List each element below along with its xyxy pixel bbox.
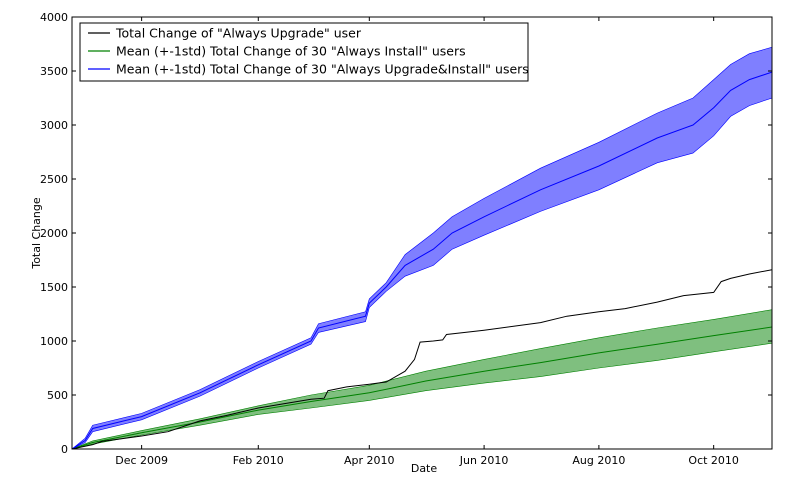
- series-2-mean-line: [72, 71, 772, 449]
- series-2-std-band: [72, 46, 772, 449]
- x-axis: Dec 2009 Feb 2010 Apr 2010 Jun 2010 Aug 2010…: [115, 17, 739, 467]
- legend: Total Change of "Always Upgrade" user Mea…: [79, 22, 529, 82]
- y-tick-label: 500: [47, 389, 68, 402]
- legend-box: [79, 22, 529, 82]
- legend-label-1: Mean (+-1std) Total Change of 30 "Always…: [116, 44, 466, 59]
- y-tick-label: 1000: [40, 335, 68, 348]
- y-tick-label: 2500: [40, 173, 68, 186]
- x-tick-label: Apr 2010: [344, 454, 395, 467]
- x-axis-label: Date: [411, 462, 438, 475]
- x-tick-label: Jun 2010: [459, 454, 509, 467]
- legend-label-2: Mean (+-1std) Total Change of 30 "Always…: [116, 62, 529, 77]
- series-0-line: [72, 269, 772, 449]
- legend-label-0: Total Change of "Always Upgrade" user: [115, 26, 362, 41]
- y-tick-label: 0: [61, 443, 68, 456]
- y-tick-label: 3000: [40, 119, 68, 132]
- x-tick-label: Oct 2010: [688, 454, 739, 467]
- series-1-std-band: [72, 309, 772, 449]
- y-tick-label: 3500: [40, 65, 68, 78]
- x-tick-label: Feb 2010: [233, 454, 284, 467]
- y-tick-label: 2000: [40, 227, 68, 240]
- y-axis-label: Total Change: [30, 197, 43, 270]
- x-tick-label: Dec 2009: [115, 454, 168, 467]
- y-axis: 0 500 1000 1500 2000 2500 3000 3500 4000: [40, 11, 772, 456]
- plot-area: [72, 46, 772, 449]
- series-1-mean-line: [72, 326, 772, 449]
- y-tick-label: 4000: [40, 11, 68, 24]
- x-tick-label: Aug 2010: [572, 454, 625, 467]
- y-tick-label: 1500: [40, 281, 68, 294]
